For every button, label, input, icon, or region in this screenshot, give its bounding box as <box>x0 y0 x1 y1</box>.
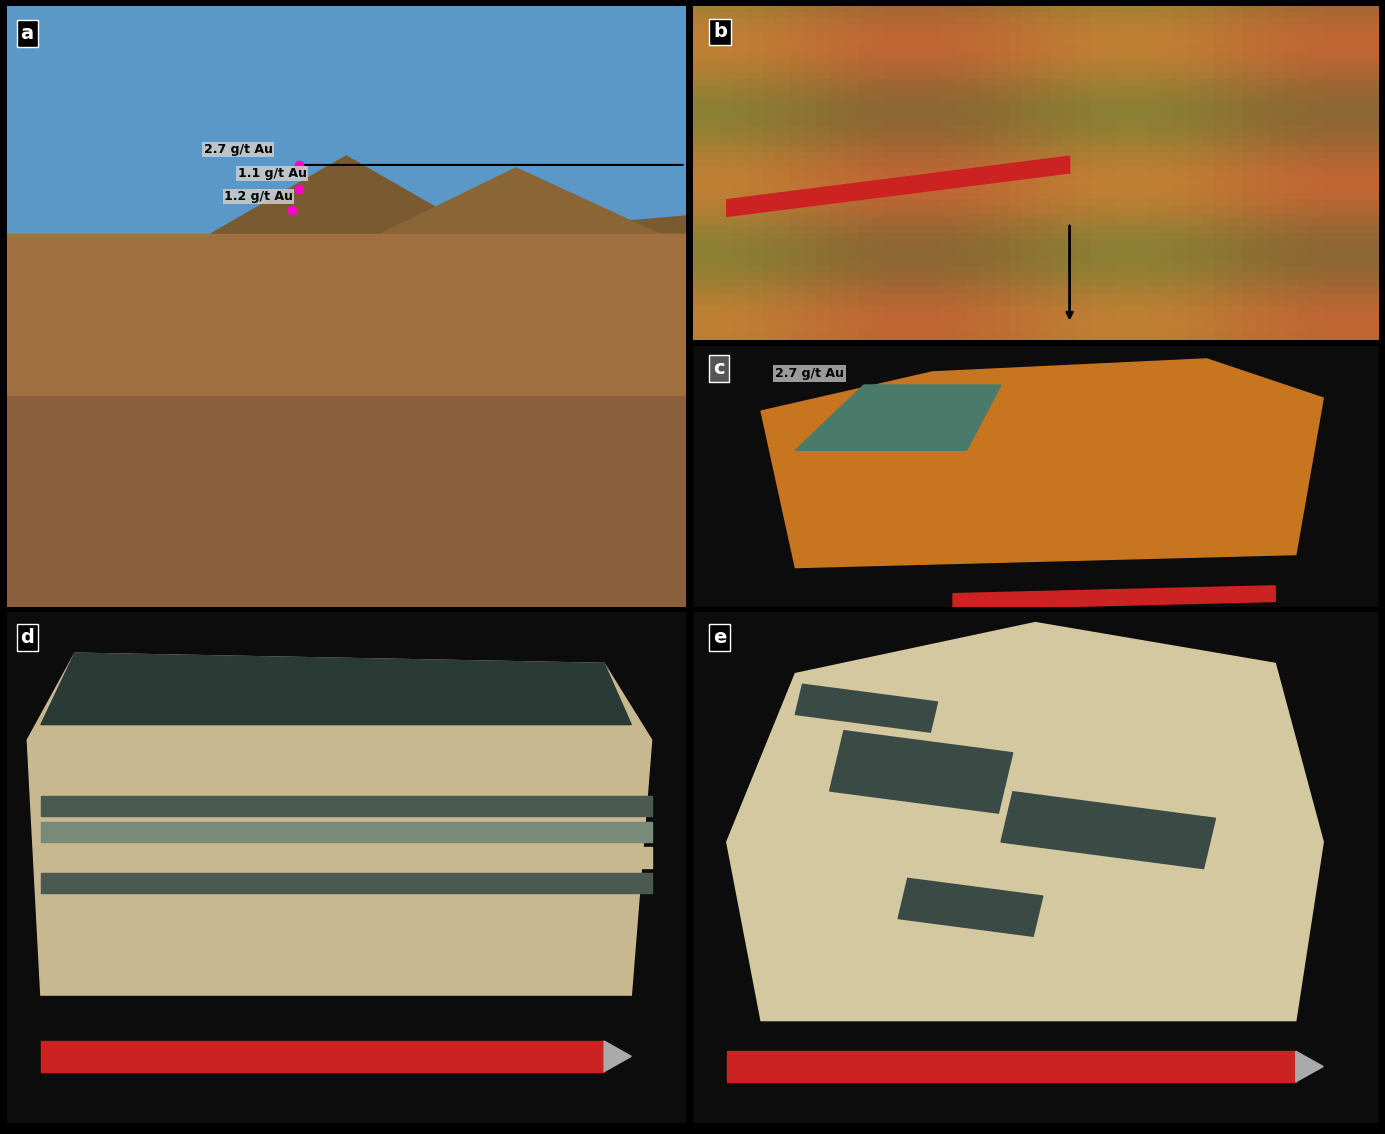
Polygon shape <box>727 1051 1296 1082</box>
Polygon shape <box>727 156 1069 217</box>
Bar <box>42 873 652 894</box>
Polygon shape <box>953 586 1276 609</box>
Bar <box>795 684 938 733</box>
Polygon shape <box>381 168 686 246</box>
Polygon shape <box>762 358 1323 567</box>
Text: 1.1 g/t Au: 1.1 g/t Au <box>238 167 306 180</box>
Polygon shape <box>795 386 1001 450</box>
Polygon shape <box>727 623 1323 1021</box>
Bar <box>7 396 686 607</box>
Bar <box>7 234 686 414</box>
Bar <box>42 821 652 841</box>
Text: e: e <box>713 628 727 646</box>
Polygon shape <box>42 1041 604 1072</box>
Text: 2.7 g/t Au: 2.7 g/t Au <box>774 366 843 380</box>
Bar <box>42 847 652 868</box>
Text: a: a <box>21 24 33 43</box>
Polygon shape <box>211 155 686 234</box>
Bar <box>1001 792 1216 869</box>
Text: c: c <box>713 358 724 378</box>
Text: d: d <box>21 628 35 646</box>
Polygon shape <box>28 653 652 996</box>
Bar <box>42 796 652 816</box>
Bar <box>830 730 1012 813</box>
Bar <box>7 6 686 234</box>
Text: 1.2 g/t Au: 1.2 g/t Au <box>224 189 294 203</box>
Text: 2.7 g/t Au: 2.7 g/t Au <box>204 143 273 155</box>
Text: b: b <box>713 23 727 42</box>
Polygon shape <box>604 1041 632 1072</box>
Polygon shape <box>1296 1051 1323 1082</box>
Polygon shape <box>42 653 632 725</box>
Bar <box>897 879 1043 937</box>
